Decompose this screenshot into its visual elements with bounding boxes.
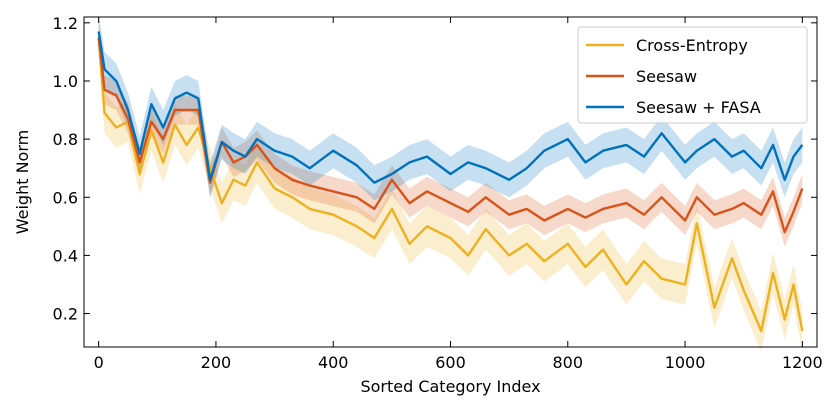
x-axis-label: Sorted Category Index bbox=[360, 377, 540, 396]
series-band-1 bbox=[98, 22, 803, 247]
series-lines bbox=[97, 31, 804, 333]
y-tick-label: 0.4 bbox=[53, 246, 78, 265]
x-tick-label: 1200 bbox=[782, 353, 823, 372]
x-tick-label: 400 bbox=[318, 353, 349, 372]
x-tick-label: 800 bbox=[553, 353, 584, 372]
x-tick-label: 600 bbox=[435, 353, 466, 372]
legend-box bbox=[577, 26, 808, 124]
variance-bands bbox=[98, 14, 803, 352]
x-axis: 0 200 400 600 800 1000 1200 bbox=[94, 17, 823, 372]
x-tick-label: 0 bbox=[94, 353, 104, 372]
y-tick-label: 0.6 bbox=[53, 188, 78, 207]
x-tick-label: 200 bbox=[201, 353, 232, 372]
series-band-0 bbox=[98, 17, 803, 352]
y-tick-label: 1.2 bbox=[53, 14, 78, 33]
series-band-2 bbox=[98, 14, 803, 201]
legend: Cross-Entropy Seesaw Seesaw + FASA bbox=[577, 26, 808, 124]
legend-label: Seesaw bbox=[636, 67, 697, 86]
y-tick-label: 0.2 bbox=[53, 305, 78, 324]
y-tick-label: 0.8 bbox=[53, 130, 78, 149]
legend-label: Cross-Entropy bbox=[636, 36, 748, 55]
legend-label: Seesaw + FASA bbox=[636, 98, 761, 117]
x-tick-label: 1000 bbox=[665, 353, 706, 372]
series-line-2 bbox=[97, 31, 804, 184]
y-tick-label: 1.0 bbox=[53, 72, 78, 91]
y-axis: 0.2 0.4 0.6 0.8 1.0 1.2 bbox=[53, 14, 817, 324]
series-line-0 bbox=[97, 37, 804, 333]
series-line-1 bbox=[97, 37, 804, 234]
y-axis-label: Weight Norm bbox=[13, 130, 32, 234]
